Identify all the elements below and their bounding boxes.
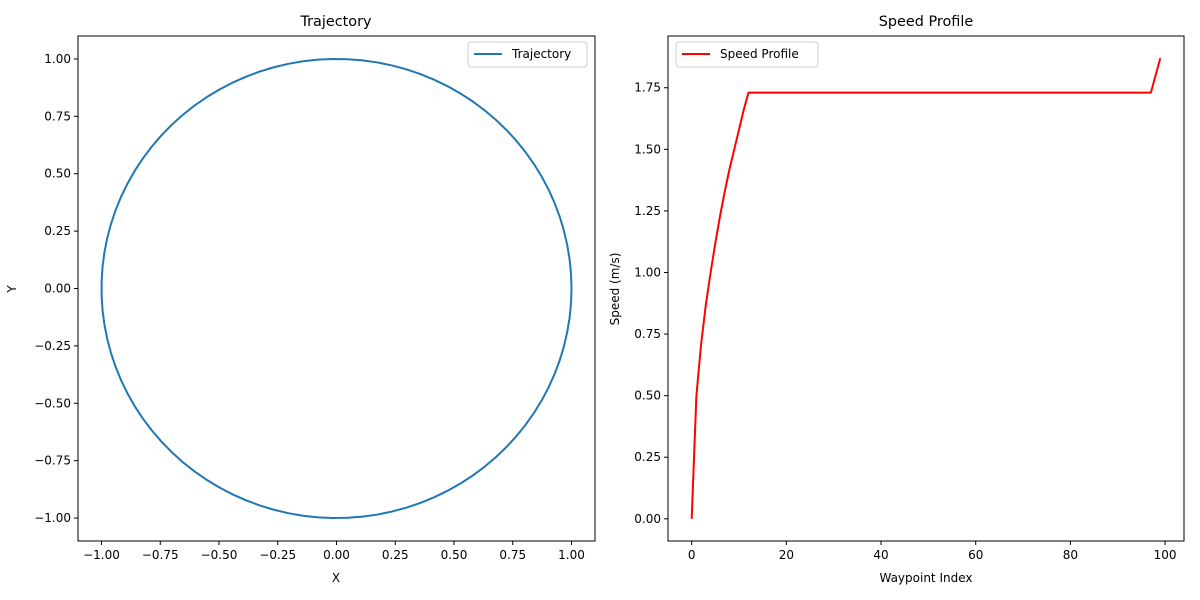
speed-profile-title: Speed Profile [879, 14, 974, 30]
x-tick-label: 20 [779, 548, 794, 562]
y-tick-label: 0.00 [634, 512, 661, 526]
speed-profile-plot-area [690, 57, 1162, 519]
y-tick-label: 0.75 [44, 109, 71, 123]
x-tick-label: 40 [873, 548, 888, 562]
y-tick-label: 0.50 [634, 389, 661, 403]
x-tick-label: 0 [688, 548, 696, 562]
speed-profile-axes-frame [667, 35, 1185, 542]
y-tick-label: 0.25 [634, 450, 661, 464]
speed-profile-x-axis-label: Waypoint Index [879, 571, 972, 585]
y-tick-label: 0.75 [634, 327, 661, 341]
speed-profile-legend: Speed Profile [675, 41, 819, 68]
y-tick-label: 0.50 [44, 167, 71, 181]
series-line-trajectory [100, 57, 573, 520]
y-tick-label: −0.50 [34, 396, 71, 410]
trajectory-legend-box [467, 41, 588, 68]
trajectory-y-ticks: −1.00 −0.75 −0.50 −0.25 0.00 0.25 0.50 0.75 1.00 [34, 52, 78, 525]
speed-profile-y-axis-label: Speed (m/s) [608, 253, 622, 326]
y-tick-label: 1.00 [44, 52, 71, 66]
x-tick-label: 0.00 [323, 548, 350, 562]
speed-profile-legend-label: Speed Profile [720, 47, 799, 61]
x-tick-label: 0.75 [499, 548, 526, 562]
y-tick-label: 0.00 [44, 282, 71, 296]
speed-profile-legend-box [675, 41, 819, 68]
x-tick-label: 0.25 [382, 548, 409, 562]
trajectory-y-axis-label: Y [5, 285, 19, 294]
trajectory-legend: Trajectory [467, 41, 588, 68]
trajectory-x-axis-label: X [332, 571, 340, 585]
trajectory-legend-label: Trajectory [511, 47, 571, 61]
trajectory-title: Trajectory [299, 14, 372, 30]
x-tick-label: 100 [1154, 548, 1177, 562]
x-tick-label: 80 [1063, 548, 1078, 562]
speed-profile-panel: Speed Profile 0 20 40 60 80 100 0.000.250.500… [608, 14, 1185, 585]
y-tick-label: −0.25 [34, 339, 71, 353]
speed-profile-x-ticks: 0 20 40 60 80 100 [688, 541, 1177, 562]
x-tick-label: −1.00 [83, 548, 120, 562]
y-tick-label: 0.25 [44, 224, 71, 238]
x-tick-label: −0.50 [201, 548, 238, 562]
y-tick-label: 1.50 [634, 142, 661, 156]
y-tick-label: −0.75 [34, 454, 71, 468]
y-tick-label: 1.25 [634, 204, 661, 218]
trajectory-plot-area [100, 57, 573, 520]
trajectory-x-ticks: −1.00 −0.75 −0.50 −0.25 0.00 0.25 0.50 0.75 1.00 [83, 541, 585, 562]
y-tick-label: 1.00 [634, 265, 661, 279]
trajectory-panel: Trajectory −1.00 −0.75 −0.50 −0.25 0.00 0.25 0… [5, 14, 596, 585]
y-tick-label: 1.75 [634, 81, 661, 95]
x-tick-label: −0.25 [259, 548, 296, 562]
speed-profile-y-ticks: 0.00 0.25 0.50 0.75 1.00 1.25 1.50 1.75 [634, 81, 668, 526]
x-tick-label: −0.75 [142, 548, 179, 562]
x-tick-label: 0.50 [441, 548, 468, 562]
series-line-speed-profile [690, 57, 1162, 519]
x-tick-label: 1.00 [558, 548, 585, 562]
x-tick-label: 60 [968, 548, 983, 562]
y-tick-label: −1.00 [34, 511, 71, 525]
